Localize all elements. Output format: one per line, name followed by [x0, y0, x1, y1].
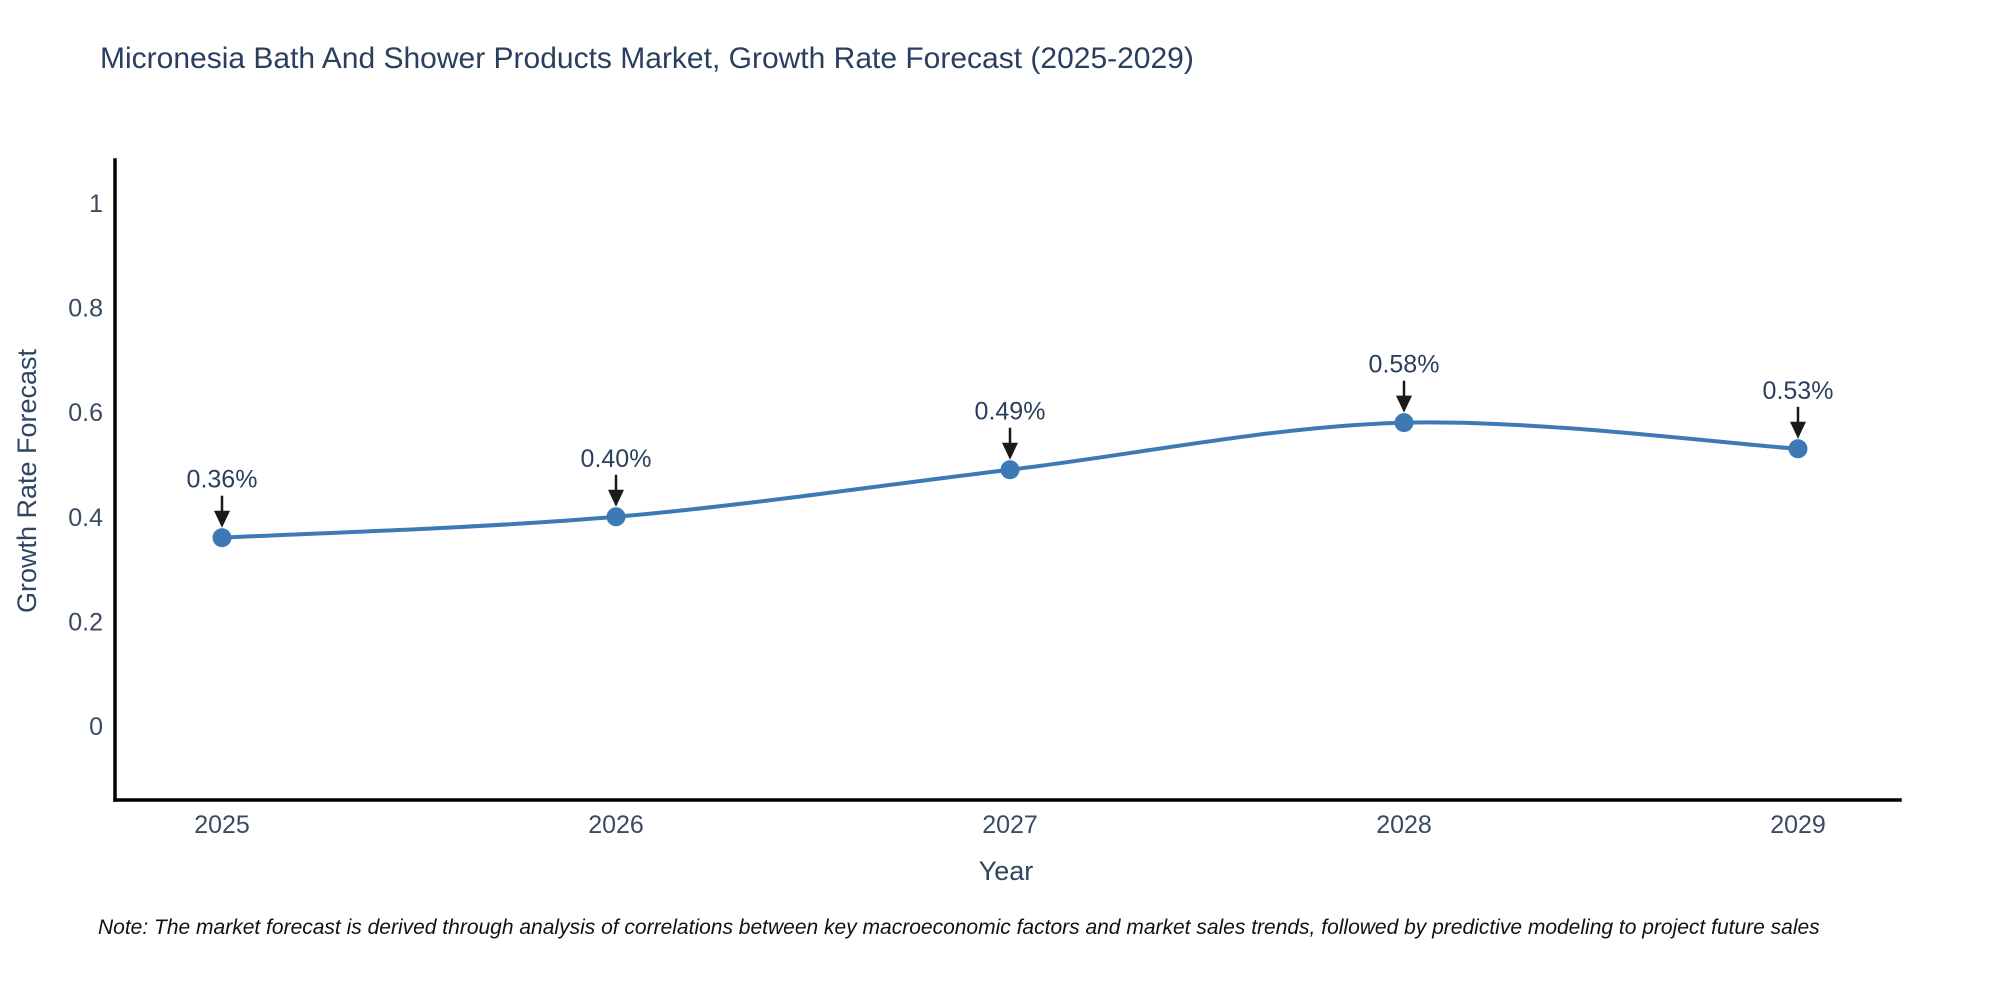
y-tick-label: 0.8 — [68, 295, 103, 323]
annotation-arrowhead — [214, 510, 230, 528]
y-tick-label: 0 — [89, 713, 103, 741]
chart-title: Micronesia Bath And Shower Products Mark… — [100, 42, 1194, 75]
annotation-arrowhead — [1396, 395, 1412, 413]
data-point-marker — [1394, 413, 1414, 433]
y-tick-label: 0.2 — [68, 608, 103, 636]
data-point-label: 0.53% — [1763, 377, 1834, 405]
data-point-label: 0.36% — [187, 466, 258, 494]
x-tick-label: 2025 — [194, 811, 250, 839]
x-tick-label: 2026 — [588, 811, 644, 839]
data-point-label: 0.49% — [975, 398, 1046, 426]
data-point-label: 0.40% — [581, 445, 652, 473]
y-tick-label: 0.4 — [68, 504, 103, 532]
footnote: Note: The market forecast is derived thr… — [98, 916, 1820, 939]
x-axis-title: Year — [979, 856, 1034, 886]
data-point-label: 0.58% — [1369, 351, 1440, 379]
y-tick-label: 0.6 — [68, 399, 103, 427]
data-point-marker — [1000, 460, 1020, 480]
plot-area: 0 0.2 0.4 0.6 0.8 1 2025 2026 2027 2028 2029 0.36% 0… — [68, 158, 1902, 839]
y-axis-title: Growth Rate Forecast — [12, 348, 42, 613]
x-tick-label: 2028 — [1376, 811, 1432, 839]
x-tick-label: 2029 — [1770, 811, 1826, 839]
data-point-marker — [212, 528, 232, 548]
data-point-marker — [606, 507, 626, 527]
annotation-arrowhead — [1002, 442, 1018, 460]
x-tick-label: 2027 — [982, 811, 1038, 839]
data-point-marker — [1788, 439, 1808, 459]
annotation-arrowhead — [608, 489, 624, 507]
y-tick-label: 1 — [89, 190, 103, 218]
annotation-arrowhead — [1790, 421, 1806, 439]
